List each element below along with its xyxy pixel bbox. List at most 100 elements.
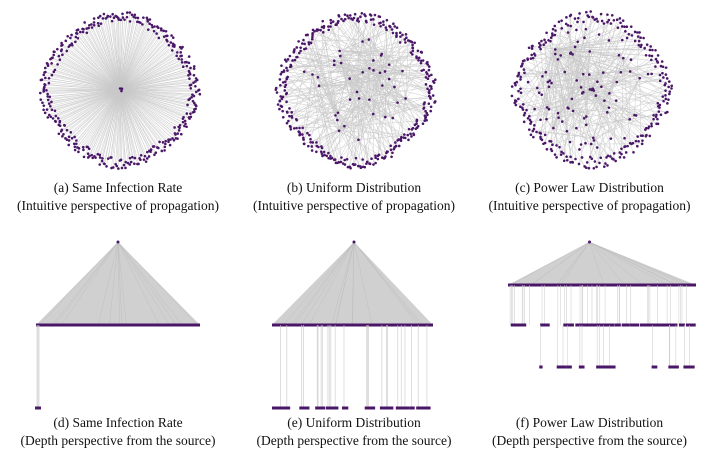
node bbox=[584, 141, 587, 145]
edge bbox=[511, 95, 594, 139]
edge bbox=[551, 18, 576, 84]
edge bbox=[303, 39, 338, 121]
node bbox=[293, 48, 296, 51]
node bbox=[426, 63, 430, 66]
edge bbox=[109, 241, 119, 326]
depth-3-node bbox=[651, 365, 658, 369]
node bbox=[128, 11, 132, 14]
node bbox=[544, 70, 548, 74]
node bbox=[310, 145, 314, 148]
node bbox=[603, 99, 606, 102]
node bbox=[410, 40, 414, 44]
node bbox=[368, 98, 371, 101]
node-group bbox=[38, 11, 202, 170]
edge bbox=[579, 114, 635, 150]
node bbox=[627, 32, 631, 36]
node bbox=[517, 71, 521, 75]
edge bbox=[279, 86, 395, 102]
node bbox=[82, 155, 86, 159]
edge bbox=[549, 54, 620, 81]
edge bbox=[119, 89, 178, 134]
node bbox=[187, 61, 191, 65]
edge bbox=[589, 241, 605, 286]
node bbox=[537, 41, 541, 45]
node bbox=[56, 117, 60, 120]
node bbox=[379, 24, 382, 28]
caption-c-title: (c) Power Law Distribution bbox=[515, 180, 664, 195]
node bbox=[281, 81, 285, 84]
node bbox=[151, 25, 154, 29]
node bbox=[180, 60, 184, 64]
edge bbox=[119, 19, 125, 91]
edge bbox=[350, 86, 432, 100]
node bbox=[115, 164, 119, 168]
node bbox=[132, 15, 135, 19]
node bbox=[46, 116, 50, 119]
edge bbox=[119, 89, 150, 157]
node bbox=[648, 134, 652, 138]
edge bbox=[98, 241, 119, 326]
node bbox=[47, 76, 51, 80]
edge bbox=[291, 241, 355, 326]
edge bbox=[281, 71, 340, 131]
edge bbox=[119, 56, 190, 91]
node bbox=[522, 120, 526, 124]
node bbox=[285, 121, 289, 125]
node bbox=[591, 16, 595, 19]
node bbox=[148, 22, 151, 26]
edge bbox=[358, 134, 408, 140]
node bbox=[192, 65, 196, 68]
edge bbox=[591, 78, 640, 159]
edge bbox=[102, 18, 121, 91]
depth-3-node bbox=[602, 365, 611, 369]
node bbox=[321, 154, 324, 158]
edge bbox=[287, 70, 339, 114]
node bbox=[181, 120, 185, 124]
node bbox=[341, 162, 345, 165]
node bbox=[617, 53, 621, 57]
node bbox=[121, 16, 125, 19]
node bbox=[424, 116, 427, 120]
node bbox=[47, 102, 51, 105]
node bbox=[42, 85, 46, 89]
node bbox=[531, 129, 535, 133]
node bbox=[620, 147, 623, 151]
edge bbox=[99, 89, 121, 155]
node bbox=[639, 36, 642, 40]
node bbox=[332, 59, 336, 63]
node bbox=[320, 145, 323, 148]
node bbox=[97, 16, 100, 19]
node bbox=[285, 66, 288, 70]
edge bbox=[601, 66, 664, 87]
node bbox=[289, 128, 293, 131]
node bbox=[76, 146, 79, 149]
node bbox=[70, 33, 73, 37]
node bbox=[391, 31, 395, 35]
node bbox=[285, 110, 289, 114]
node bbox=[167, 140, 170, 144]
node bbox=[650, 54, 654, 58]
node bbox=[415, 119, 419, 123]
edge bbox=[119, 46, 175, 91]
node bbox=[69, 131, 73, 134]
node bbox=[342, 19, 345, 23]
edge bbox=[353, 241, 423, 326]
edge bbox=[41, 79, 121, 91]
caption-a-subtitle: (Intuitive perspective of propagation) bbox=[16, 198, 220, 213]
edge bbox=[553, 53, 571, 129]
edge bbox=[119, 89, 185, 127]
caption-a-title: (a) Same Infection Rate bbox=[53, 180, 183, 195]
caption-b-subtitle: (Intuitive perspective of propagation) bbox=[252, 198, 456, 213]
node bbox=[587, 166, 591, 170]
node bbox=[382, 20, 385, 23]
node bbox=[380, 52, 384, 56]
node bbox=[563, 70, 567, 74]
node bbox=[178, 126, 181, 130]
node bbox=[622, 156, 626, 159]
node bbox=[311, 35, 314, 39]
edge bbox=[43, 89, 121, 111]
edge bbox=[330, 20, 340, 51]
edge bbox=[337, 72, 363, 113]
node bbox=[306, 144, 310, 148]
edge bbox=[283, 82, 336, 116]
